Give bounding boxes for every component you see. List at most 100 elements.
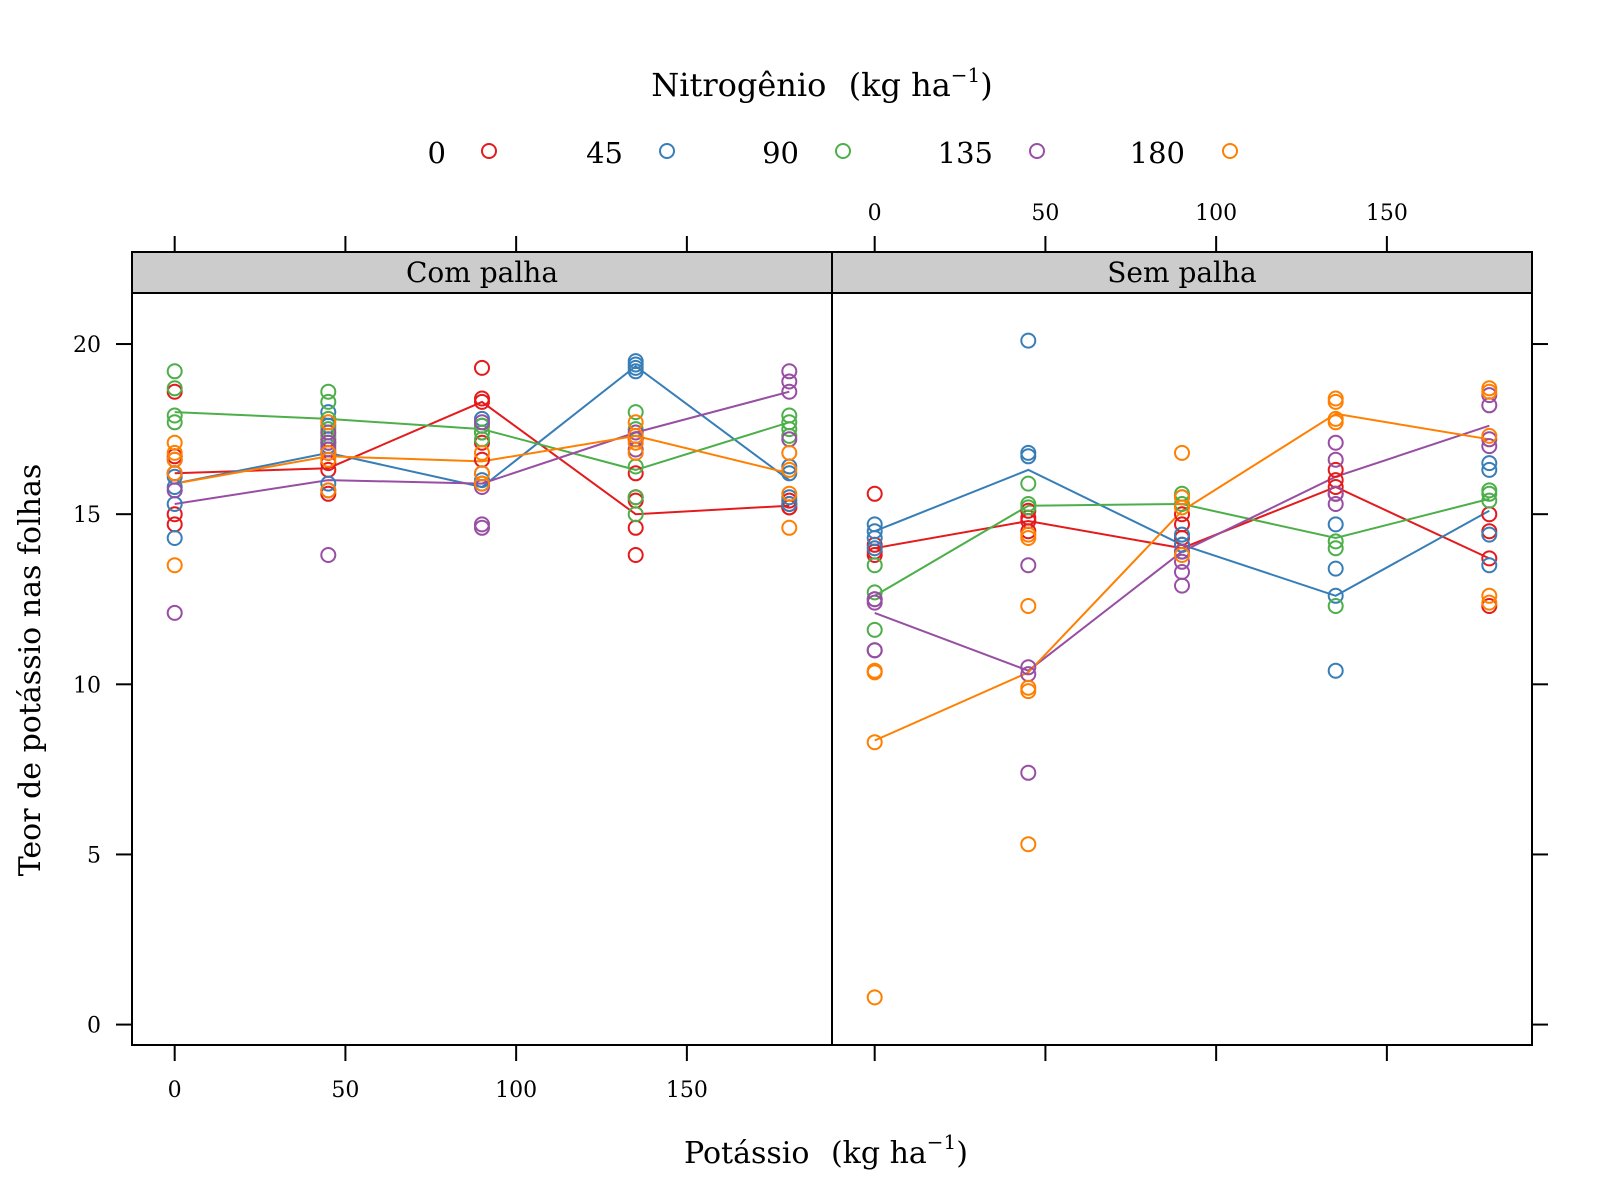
data-point bbox=[1481, 587, 1498, 604]
data-point bbox=[1327, 393, 1344, 410]
data-point bbox=[166, 383, 183, 400]
data-point bbox=[1327, 434, 1344, 451]
legend-marker bbox=[481, 143, 497, 159]
data-point bbox=[320, 475, 337, 492]
strip-label: Sem palha bbox=[1107, 256, 1257, 289]
data-point bbox=[627, 444, 644, 461]
x-tick-label: 150 bbox=[1366, 201, 1408, 226]
data-point bbox=[1020, 448, 1037, 465]
data-point bbox=[866, 621, 883, 638]
x-tick-label: 100 bbox=[1195, 201, 1237, 226]
series-line bbox=[174, 400, 790, 516]
data-point bbox=[166, 380, 183, 397]
data-point bbox=[627, 519, 644, 536]
panel: Com palha 0 50 100 150 0 5 10 15 20 bbox=[73, 236, 833, 1103]
data-point bbox=[1327, 662, 1344, 679]
legend-label: 180 bbox=[1130, 136, 1185, 170]
legend-marker bbox=[1222, 143, 1238, 159]
data-point bbox=[1020, 659, 1037, 676]
data-point bbox=[320, 547, 337, 563]
data-point bbox=[1481, 427, 1498, 444]
y-tick-label: 15 bbox=[73, 503, 101, 528]
data-point bbox=[781, 363, 798, 380]
y-tick-label: 20 bbox=[73, 333, 101, 358]
data-point bbox=[166, 557, 183, 574]
data-point bbox=[474, 519, 490, 536]
data-point bbox=[781, 431, 798, 448]
data-point bbox=[320, 482, 337, 499]
x-axis-title-unit: (kg ha bbox=[831, 1136, 927, 1171]
data-point bbox=[320, 393, 337, 410]
legend-title-text: Nitrogênio bbox=[651, 66, 826, 104]
data-point bbox=[866, 557, 883, 574]
x-tick-label: 50 bbox=[331, 1078, 359, 1103]
data-point bbox=[781, 496, 798, 512]
legend-title-unit-close: ) bbox=[980, 66, 992, 104]
data-point bbox=[627, 492, 644, 509]
data-point bbox=[1327, 496, 1344, 512]
legend-marker bbox=[659, 143, 675, 159]
data-point bbox=[320, 414, 337, 431]
series-line bbox=[174, 434, 790, 485]
data-point bbox=[1481, 461, 1498, 478]
data-point bbox=[1174, 553, 1190, 570]
data-point bbox=[866, 734, 883, 751]
data-point bbox=[1020, 598, 1037, 614]
data-point bbox=[1174, 499, 1190, 516]
data-point bbox=[1481, 557, 1498, 574]
data-point bbox=[866, 664, 883, 681]
data-point bbox=[627, 434, 644, 451]
legend-title-unit: (kg ha bbox=[849, 66, 951, 104]
x-tick-label: 100 bbox=[495, 1078, 537, 1103]
data-point bbox=[627, 363, 644, 380]
data-point bbox=[1174, 489, 1190, 506]
data-point bbox=[866, 989, 883, 1006]
data-point bbox=[166, 506, 183, 523]
data-point bbox=[166, 414, 183, 431]
series-line bbox=[174, 390, 790, 505]
series-line bbox=[874, 412, 1490, 742]
data-point bbox=[1327, 461, 1344, 478]
y-tick-label: 5 bbox=[87, 843, 101, 868]
data-point bbox=[166, 530, 183, 546]
data-point bbox=[1327, 540, 1344, 557]
data-point bbox=[866, 485, 883, 502]
data-point bbox=[1020, 557, 1037, 574]
legend-marker bbox=[1029, 143, 1045, 159]
x-axis-title: Potássio (kg ha−1) bbox=[684, 1130, 968, 1171]
data-point bbox=[474, 414, 490, 431]
legend-title-unit-exp: −1 bbox=[951, 63, 980, 87]
data-point bbox=[1174, 564, 1190, 580]
x-tick-label: 50 bbox=[1031, 201, 1059, 226]
data-point bbox=[1481, 383, 1498, 400]
x-tick-label: 150 bbox=[666, 1078, 708, 1103]
y-axis-title: Teor de potássio nas folhas bbox=[13, 464, 48, 877]
data-point bbox=[781, 519, 798, 536]
data-point bbox=[1327, 485, 1344, 502]
data-point bbox=[1481, 438, 1498, 455]
data-point bbox=[1481, 485, 1498, 502]
data-point bbox=[1020, 475, 1037, 492]
x-axis-title-unit-close: ) bbox=[956, 1136, 968, 1171]
data-point bbox=[781, 485, 798, 502]
data-point bbox=[1327, 479, 1344, 495]
data-point bbox=[1020, 679, 1037, 696]
data-point bbox=[1020, 530, 1037, 546]
x-tick-label: 0 bbox=[168, 1078, 182, 1103]
data-point bbox=[1174, 547, 1190, 563]
data-point bbox=[1327, 390, 1344, 407]
data-point bbox=[1327, 560, 1344, 577]
x-axis-title-text: Potássio bbox=[684, 1136, 809, 1171]
x-tick-label: 0 bbox=[868, 201, 882, 226]
data-point bbox=[166, 482, 183, 499]
data-point bbox=[1481, 594, 1498, 611]
data-point bbox=[781, 421, 798, 438]
data-point bbox=[166, 407, 183, 424]
data-point bbox=[1481, 455, 1498, 472]
strip-label: Com palha bbox=[406, 256, 558, 289]
x-axis-title-unit-exp: −1 bbox=[927, 1130, 956, 1154]
data-point bbox=[866, 530, 883, 546]
legend: 0 45 90 135 180 bbox=[428, 136, 1238, 170]
data-point bbox=[1481, 523, 1498, 540]
